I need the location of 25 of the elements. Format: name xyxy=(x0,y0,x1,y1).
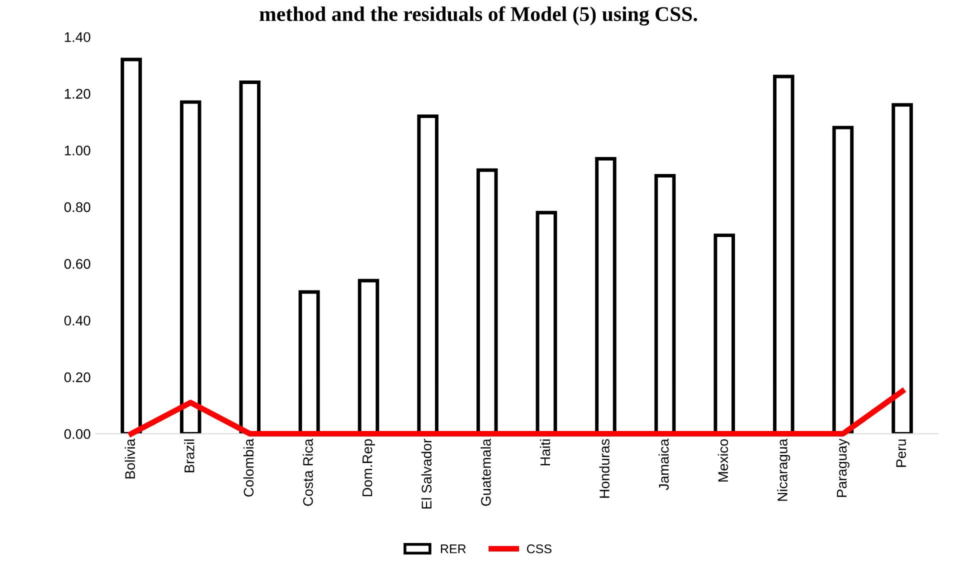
x-tick-label: El Salvador xyxy=(421,438,432,508)
x-tick-label: Haiti xyxy=(540,440,550,466)
y-tick-label: 1.00 xyxy=(64,146,90,156)
legend-label: CSS xyxy=(526,544,552,554)
x-tick-label: Costa Rica xyxy=(302,438,313,506)
x-tick-label: Peru xyxy=(896,440,906,467)
x-tick-label: Mexico xyxy=(718,439,728,482)
x-tick-label: Jamaica xyxy=(658,438,669,490)
x-tick-label: Honduras xyxy=(599,439,610,498)
legend-label: RER xyxy=(440,544,466,554)
x-tick-label: Dom.Rep xyxy=(362,439,375,496)
y-tick-label: 1.20 xyxy=(64,88,90,99)
x-tick-label: Paraguay xyxy=(837,438,850,497)
x-tick-label: Guatemala xyxy=(480,438,491,506)
chart-title: method and the residuals of Model (5) using CSS. xyxy=(260,6,698,26)
x-tick-label: Colombia xyxy=(243,438,254,497)
y-tick-label: 0.20 xyxy=(64,372,90,382)
x-tick-label: Brazil xyxy=(184,440,194,472)
y-tick-label: 1.40 xyxy=(64,32,90,42)
x-tick-label: Bolivia xyxy=(124,438,136,478)
x-tick-label: Nicaragua xyxy=(777,438,790,501)
y-tick-label: 0.40 xyxy=(64,316,90,326)
y-tick-label: 0.00 xyxy=(64,429,90,439)
y-tick-label: 0.80 xyxy=(64,202,90,212)
y-tick-label: 0.60 xyxy=(64,258,90,269)
